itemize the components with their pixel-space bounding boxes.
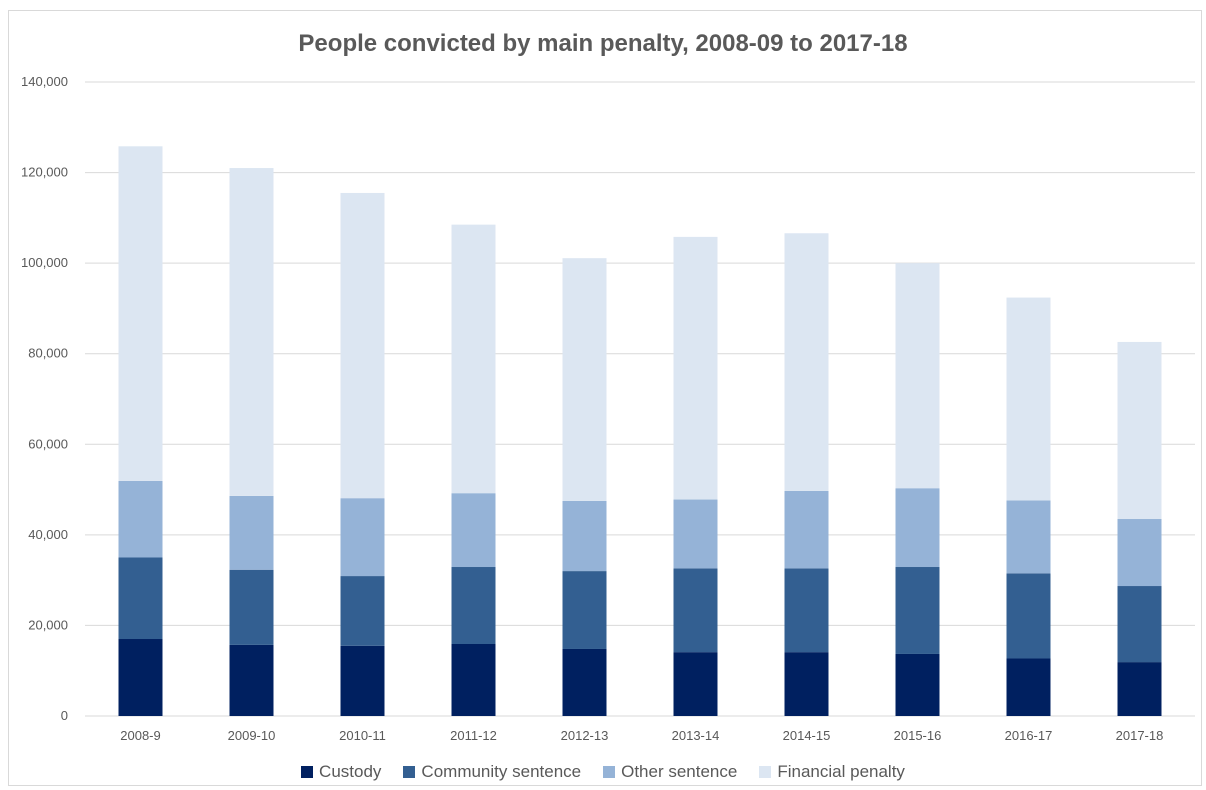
bar-other-sentence — [563, 501, 607, 571]
bar-custody — [341, 646, 385, 716]
legend-label: Financial penalty — [777, 762, 905, 782]
bar-community-sentence — [674, 568, 718, 652]
bar-other-sentence — [1118, 519, 1162, 586]
x-tick-label: 2016-17 — [1005, 728, 1053, 743]
y-tick-label: 0 — [61, 708, 68, 723]
bar-custody — [563, 649, 607, 716]
y-tick-label: 120,000 — [21, 165, 68, 180]
legend-label: Custody — [319, 762, 381, 782]
bar-other-sentence — [452, 493, 496, 567]
bar-community-sentence — [341, 576, 385, 646]
bar-other-sentence — [1007, 500, 1051, 573]
bar-financial-penalty — [230, 168, 274, 496]
bar-financial-penalty — [674, 237, 718, 500]
x-tick-label: 2012-13 — [561, 728, 609, 743]
bar-custody — [1118, 662, 1162, 716]
bar-custody — [452, 644, 496, 716]
bar-financial-penalty — [119, 146, 163, 481]
bar-community-sentence — [1118, 586, 1162, 662]
legend-swatch — [759, 766, 771, 778]
x-tick-label: 2015-16 — [894, 728, 942, 743]
bar-custody — [785, 652, 829, 716]
bar-community-sentence — [119, 558, 163, 640]
bar-financial-penalty — [563, 258, 607, 501]
bar-custody — [896, 654, 940, 716]
bar-community-sentence — [785, 568, 829, 652]
legend-item: Financial penalty — [759, 762, 905, 782]
bar-custody — [674, 652, 718, 716]
bar-financial-penalty — [341, 193, 385, 498]
bar-other-sentence — [785, 491, 829, 568]
x-tick-label: 2017-18 — [1116, 728, 1164, 743]
legend-label: Other sentence — [621, 762, 737, 782]
y-tick-label: 140,000 — [21, 74, 68, 89]
bar-other-sentence — [230, 496, 274, 570]
bar-community-sentence — [896, 567, 940, 654]
x-tick-label: 2014-15 — [783, 728, 831, 743]
legend-swatch — [603, 766, 615, 778]
bar-other-sentence — [674, 500, 718, 569]
y-tick-label: 100,000 — [21, 255, 68, 270]
legend-label: Community sentence — [421, 762, 581, 782]
legend-item: Custody — [301, 762, 381, 782]
y-tick-label: 80,000 — [28, 346, 68, 361]
legend-item: Other sentence — [603, 762, 737, 782]
bar-community-sentence — [563, 571, 607, 649]
bar-community-sentence — [452, 567, 496, 644]
y-tick-label: 40,000 — [28, 527, 68, 542]
x-tick-label: 2011-12 — [450, 728, 497, 743]
x-tick-label: 2013-14 — [672, 728, 720, 743]
bar-financial-penalty — [452, 225, 496, 494]
x-tick-label: 2009-10 — [228, 728, 276, 743]
x-tick-label: 2008-9 — [120, 728, 160, 743]
x-tick-label: 2010-11 — [339, 728, 386, 743]
bar-financial-penalty — [896, 263, 940, 488]
bar-other-sentence — [119, 481, 163, 558]
bar-other-sentence — [896, 488, 940, 567]
legend-swatch — [403, 766, 415, 778]
chart-legend: Custody Community sentence Other sentence F… — [0, 762, 1206, 782]
legend-item: Community sentence — [403, 762, 581, 782]
bar-custody — [119, 639, 163, 716]
bar-community-sentence — [230, 570, 274, 645]
y-tick-label: 60,000 — [28, 436, 68, 451]
bar-custody — [1007, 658, 1051, 716]
legend-swatch — [301, 766, 313, 778]
bar-financial-penalty — [1007, 298, 1051, 501]
bar-financial-penalty — [1118, 342, 1162, 519]
y-tick-label: 20,000 — [28, 617, 68, 632]
bar-financial-penalty — [785, 233, 829, 491]
bar-community-sentence — [1007, 573, 1051, 658]
bar-other-sentence — [341, 498, 385, 576]
bar-custody — [230, 645, 274, 716]
